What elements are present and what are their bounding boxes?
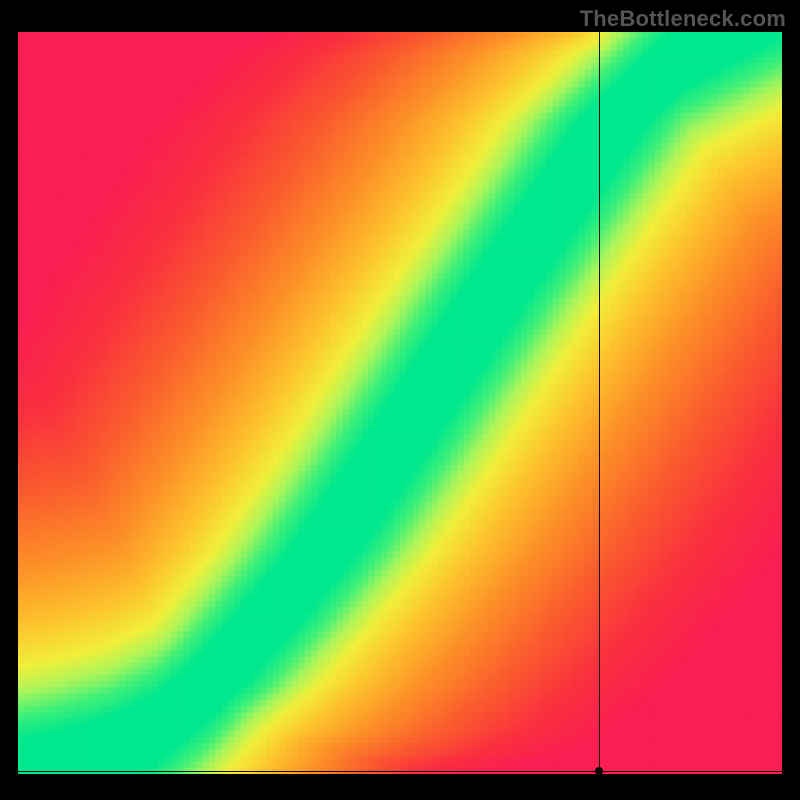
heatmap-plot <box>18 32 782 774</box>
heatmap-canvas <box>18 32 782 774</box>
crosshair-marker-dot <box>595 767 603 775</box>
watermark-text: TheBottleneck.com <box>580 6 786 32</box>
crosshair-vertical-line <box>599 32 600 774</box>
crosshair-horizontal-line <box>18 771 782 772</box>
